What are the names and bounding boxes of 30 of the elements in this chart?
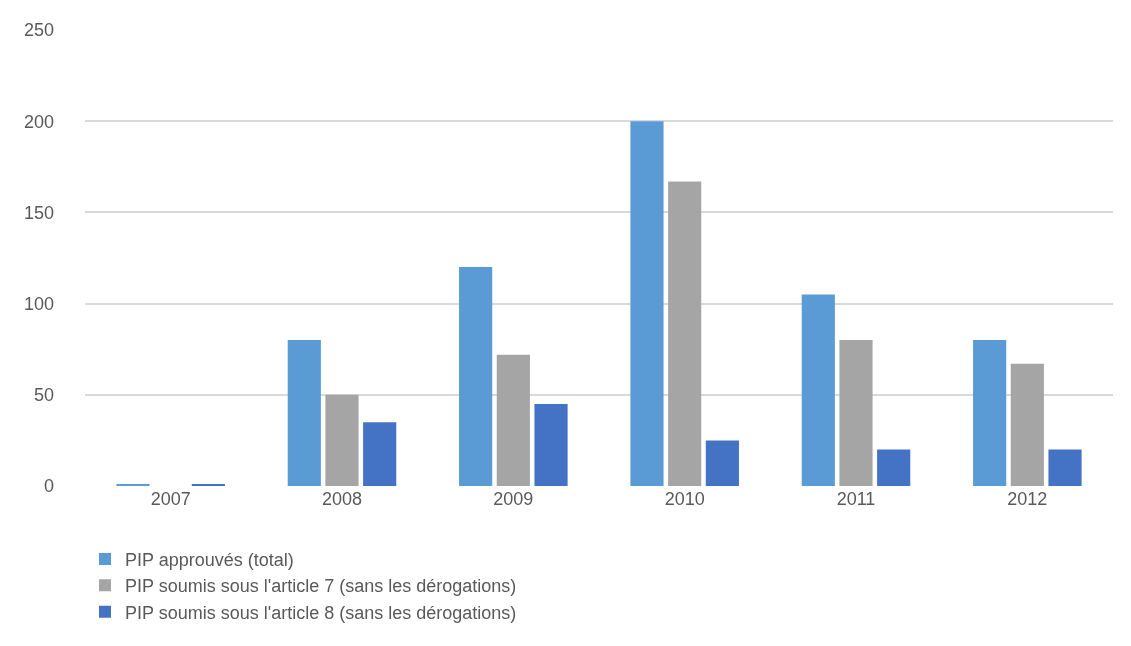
bar [877,449,911,486]
bar [287,340,321,486]
bar [668,181,702,486]
y-tick-label: 150 [23,202,54,223]
bar [839,340,873,486]
bar [363,422,397,486]
legend-label: PIP soumis sous l'article 8 (sans les dérogations) [125,602,517,623]
bar [459,267,493,486]
x-tick-label: 2007 [150,489,191,509]
y-tick-label: 50 [33,385,54,406]
bar [534,403,568,486]
bar [973,340,1007,486]
x-tick-label: 2012 [1007,489,1048,509]
bar [630,121,664,486]
x-tick-label: 2008 [321,489,363,509]
y-tick-label: 200 [23,111,54,132]
x-tick-label: 2010 [664,489,705,509]
legend-label: PIP approuvés (total) [125,549,294,570]
bar [1010,363,1044,486]
bar [705,440,739,486]
bar [1048,449,1082,486]
y-tick-label: 0 [43,476,54,497]
x-tick-label: 2009 [493,489,534,509]
bar [325,394,359,486]
y-tick-label: 100 [23,293,54,314]
x-tick-label: 2011 [836,489,876,509]
bar [496,354,530,486]
y-tick-label: 250 [23,20,54,41]
bar [801,294,835,486]
legend-label: PIP soumis sous l'article 7 (sans les dérogations) [125,576,517,597]
